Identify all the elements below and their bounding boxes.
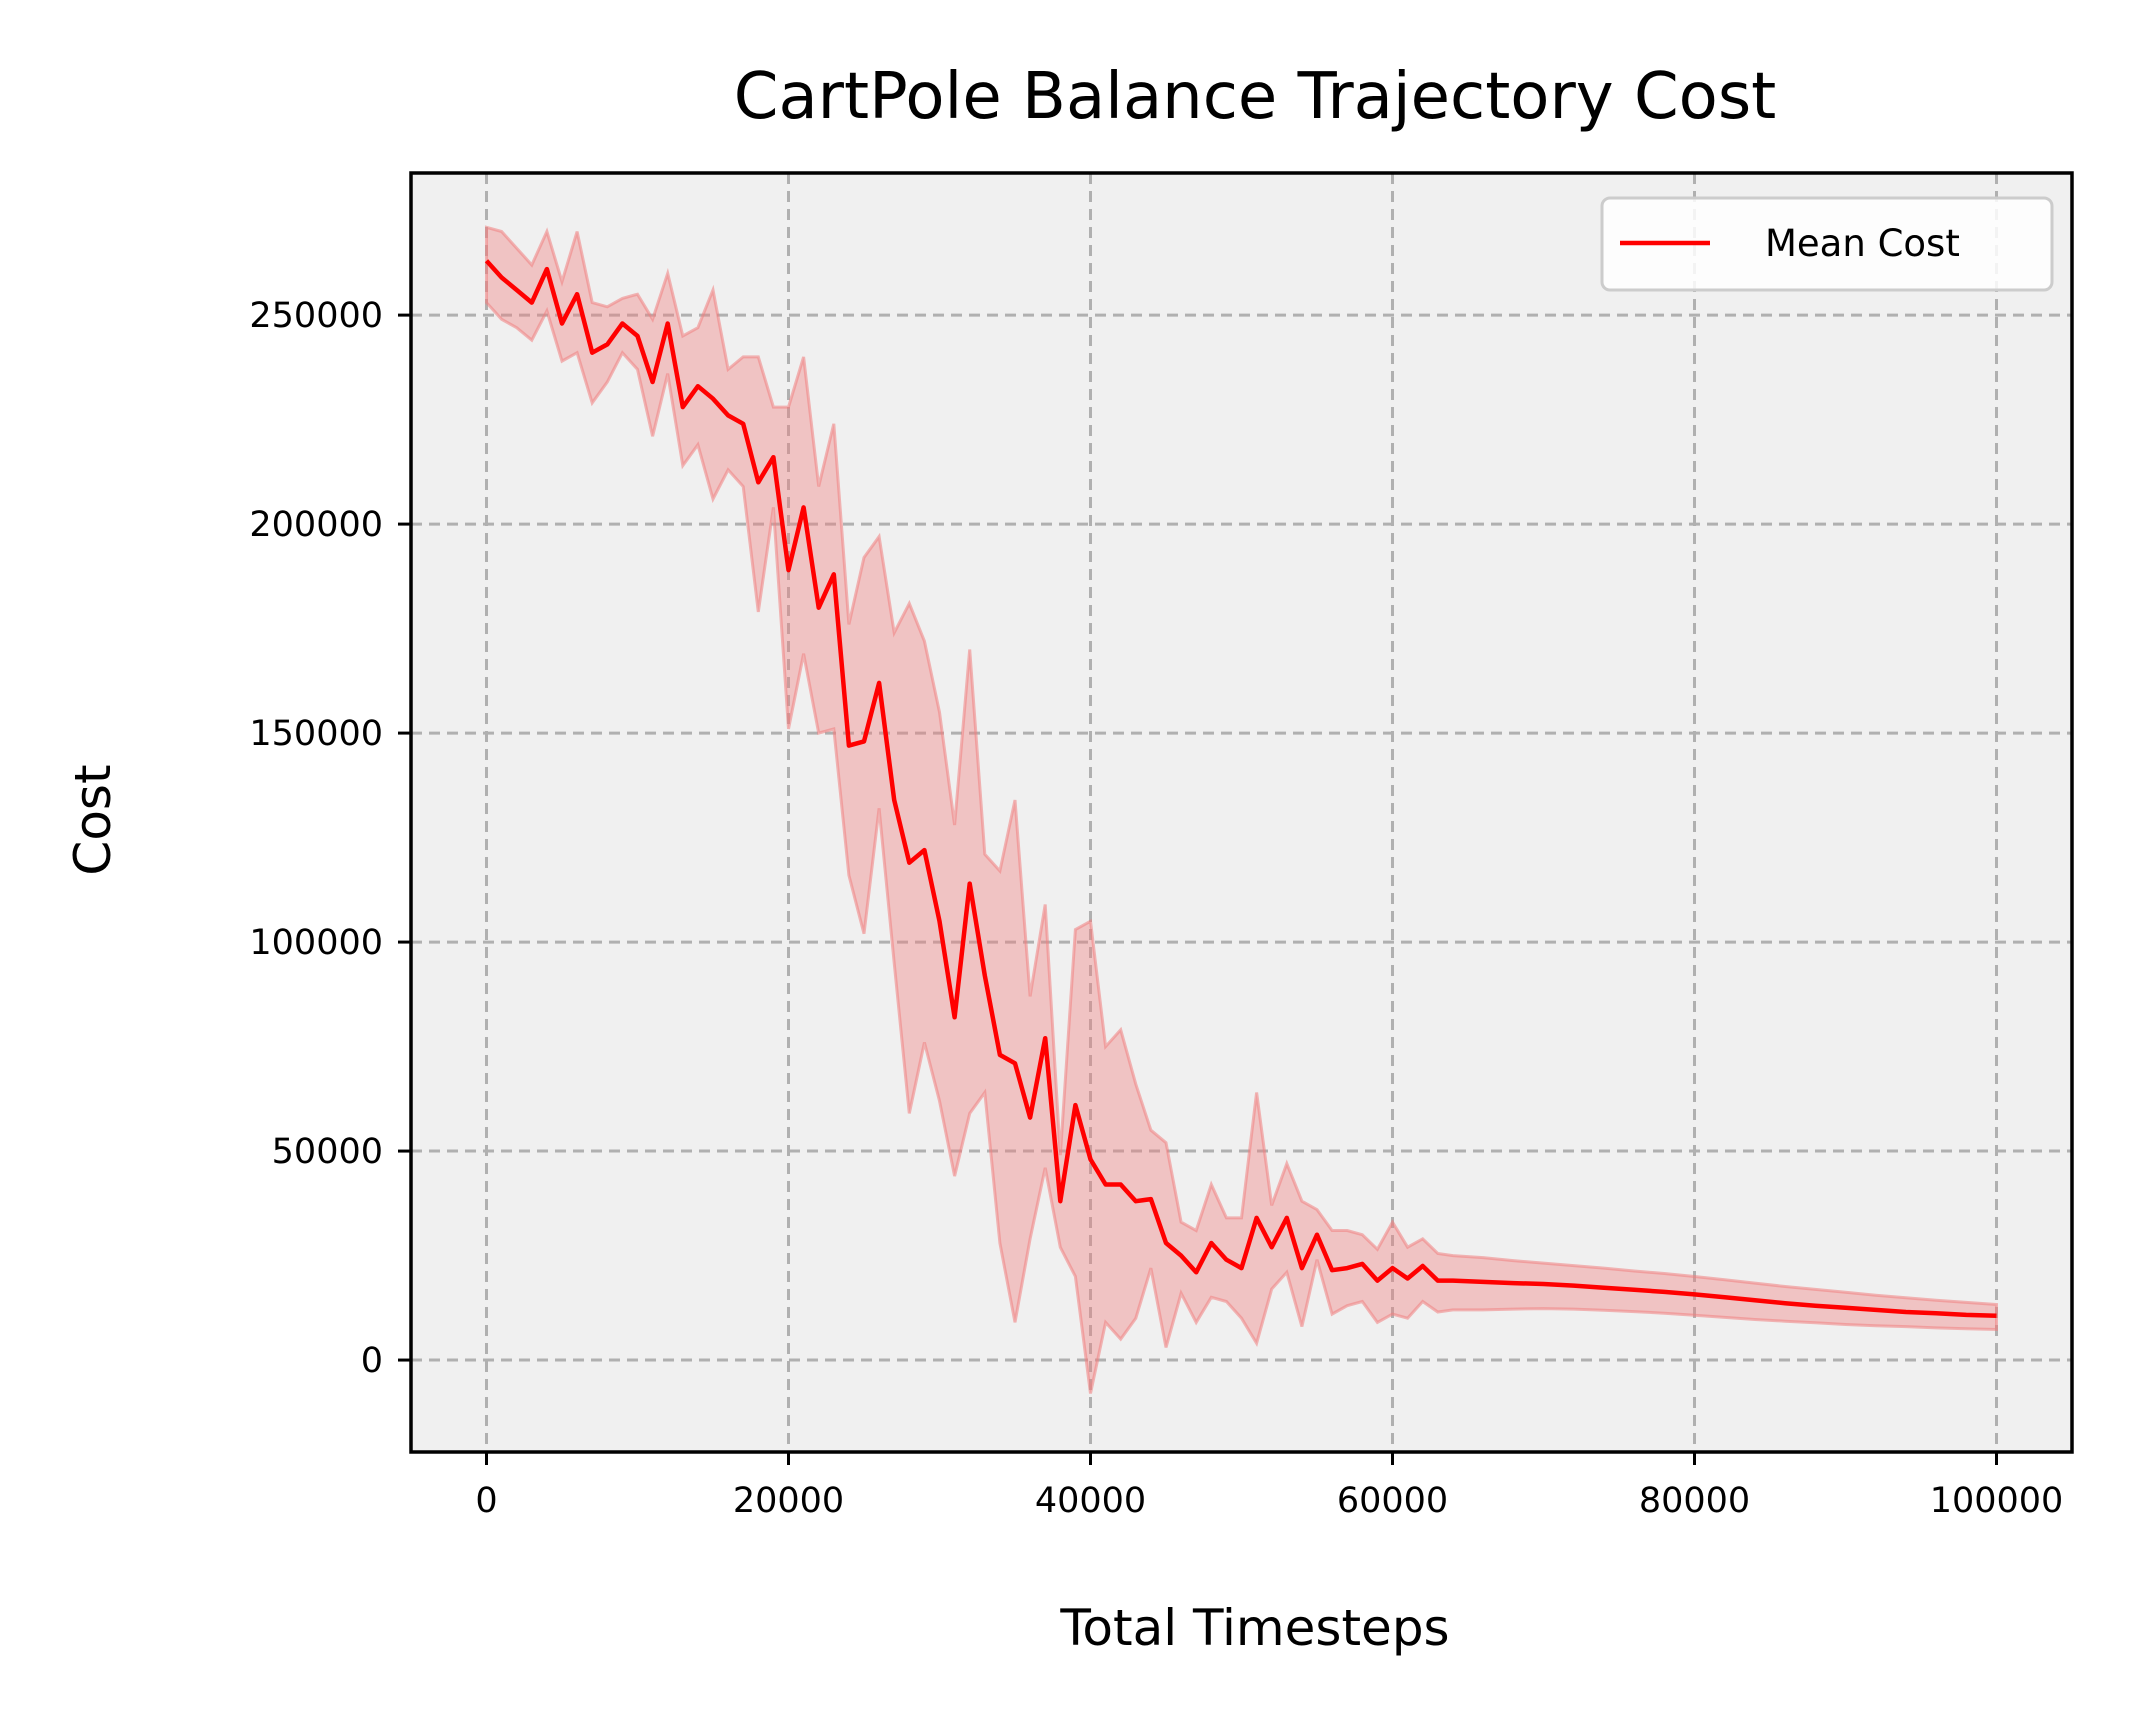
plot-area	[411, 173, 2072, 1452]
y-tick-label: 0	[361, 1341, 383, 1381]
plot-frame	[409, 171, 2074, 1454]
x-tick-label: 0	[475, 1481, 497, 1521]
x-tick-label: 100000	[1930, 1481, 2064, 1521]
y-tick-label: 200000	[249, 505, 383, 545]
grid	[411, 173, 2072, 1452]
x-axis-label: Total Timesteps	[1059, 1599, 1449, 1657]
y-axis-label: Cost	[64, 764, 122, 875]
std-band	[485, 225, 1998, 1394]
y-tick-label: 250000	[249, 296, 383, 336]
x-tick-label: 60000	[1337, 1481, 1448, 1521]
axis-ticks: 0 20000 40000 60000 80000 100000 0 50000 100000 1…	[249, 296, 2063, 1521]
mean-cost-line	[484, 259, 1997, 1318]
y-tick-label: 150000	[249, 714, 383, 754]
chart-title: CartPole Balance Trajectory Cost	[734, 60, 1777, 134]
legend-label-mean-cost: Mean Cost	[1765, 222, 1960, 265]
x-tick-label: 80000	[1639, 1481, 1750, 1521]
x-tick-label: 40000	[1035, 1481, 1146, 1521]
legend-box	[1600, 196, 2054, 292]
legend: Mean Cost	[1600, 196, 2054, 292]
y-tick-label: 100000	[249, 923, 383, 963]
y-tick-label: 50000	[272, 1132, 383, 1172]
x-tick-label: 20000	[733, 1481, 844, 1521]
